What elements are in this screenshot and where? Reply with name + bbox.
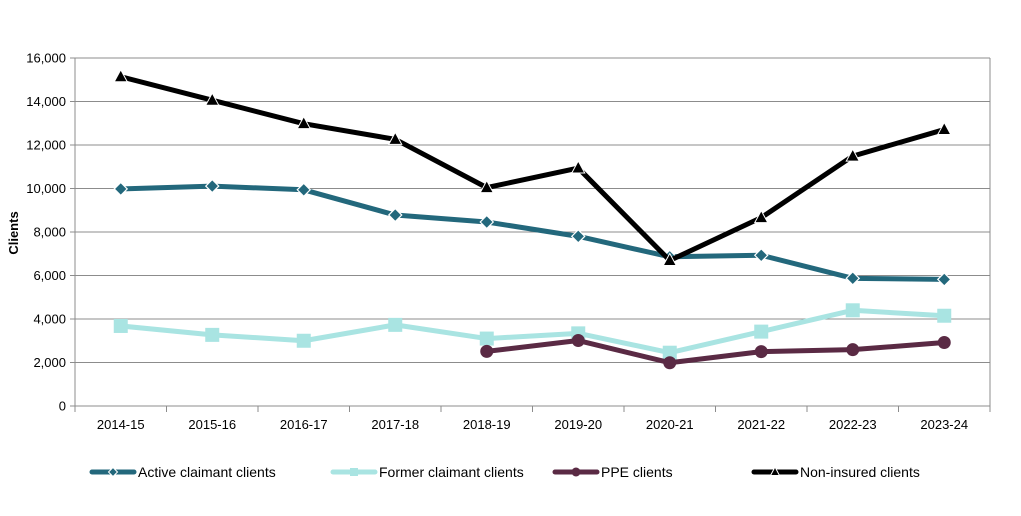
y-tick-label: 16,000 xyxy=(26,51,66,66)
legend-item: Active claimant clients xyxy=(89,464,276,480)
data-point xyxy=(753,209,769,224)
series-line xyxy=(118,307,947,356)
y-tick-label: 4,000 xyxy=(33,312,66,327)
x-tick-label: 2014-15 xyxy=(97,417,145,432)
data-point xyxy=(845,270,861,286)
legend: Active claimant clients Former claimant c… xyxy=(89,464,920,480)
y-tick-label: 12,000 xyxy=(26,138,66,153)
data-point xyxy=(754,345,768,359)
series-group xyxy=(113,68,952,370)
series-non-insured-clients xyxy=(113,68,952,266)
x-tick-labels: 2014-15 2015-16 2016-17 2017-18 2018-19 2019-… xyxy=(97,417,968,432)
data-point xyxy=(936,121,952,136)
data-point xyxy=(754,324,769,339)
data-point xyxy=(205,327,220,342)
series-ppe-clients xyxy=(480,334,951,370)
x-tick-label: 2017-18 xyxy=(371,417,419,432)
y-tick-label: 2,000 xyxy=(33,355,66,370)
y-axis-title: Clients xyxy=(6,211,21,254)
data-point xyxy=(571,334,585,348)
series-line xyxy=(118,74,947,263)
legend-item: PPE clients xyxy=(552,464,673,480)
x-tick-label: 2019-20 xyxy=(554,417,602,432)
data-point xyxy=(113,68,129,83)
y-tick-label: 8,000 xyxy=(33,225,66,240)
data-point xyxy=(937,308,952,323)
legend-label: Active claimant clients xyxy=(138,464,276,480)
data-point xyxy=(845,303,860,318)
legend-marker xyxy=(769,465,781,476)
legend-label: PPE clients xyxy=(601,464,673,480)
data-point xyxy=(113,318,128,333)
series-former-claimant-clients xyxy=(113,303,952,360)
y-tick-labels: 0 2,000 4,000 6,000 8,000 10,000 12,000 14,000 1… xyxy=(26,51,66,414)
data-point xyxy=(479,179,495,194)
x-tick-label: 2018-19 xyxy=(463,417,511,432)
data-point xyxy=(846,343,860,357)
legend-marker xyxy=(350,468,358,476)
y-tick-label: 6,000 xyxy=(33,268,66,283)
legend-label: Non-insured clients xyxy=(800,464,920,480)
data-point xyxy=(845,148,861,162)
legend-label: Former claimant clients xyxy=(379,464,524,480)
legend-marker xyxy=(107,466,119,478)
data-point xyxy=(387,207,403,223)
data-point xyxy=(387,131,403,145)
x-tick-label: 2021-22 xyxy=(737,417,785,432)
data-point xyxy=(936,272,952,287)
data-point xyxy=(479,214,495,230)
y-tick-label: 0 xyxy=(59,399,66,414)
axes xyxy=(70,57,991,412)
data-point xyxy=(937,335,951,349)
data-point xyxy=(480,344,494,358)
data-point xyxy=(296,182,312,198)
data-point xyxy=(296,115,312,130)
data-point xyxy=(662,252,678,266)
legend-item: Former claimant clients xyxy=(330,464,524,480)
data-point xyxy=(753,247,769,263)
data-point xyxy=(663,356,677,370)
x-tick-label: 2015-16 xyxy=(188,417,236,432)
data-point xyxy=(570,229,586,244)
data-point xyxy=(204,178,220,194)
data-point xyxy=(113,181,129,197)
series-line xyxy=(118,183,947,282)
y-tick-label: 10,000 xyxy=(26,181,66,196)
data-point xyxy=(479,331,494,346)
legend-item: Non-insured clients xyxy=(751,464,920,480)
data-point xyxy=(204,92,220,106)
data-point xyxy=(388,317,403,332)
x-tick-label: 2020-21 xyxy=(646,417,694,432)
data-point xyxy=(662,345,677,360)
data-point xyxy=(296,333,311,348)
x-tick-label: 2023-24 xyxy=(920,417,968,432)
x-tick-label: 2016-17 xyxy=(280,417,328,432)
x-tick-label: 2022-23 xyxy=(829,417,877,432)
legend-marker xyxy=(571,467,581,477)
series-line xyxy=(484,338,947,366)
data-point xyxy=(570,160,586,174)
y-tick-label: 14,000 xyxy=(26,94,66,109)
series-active-claimant-clients xyxy=(113,178,952,287)
